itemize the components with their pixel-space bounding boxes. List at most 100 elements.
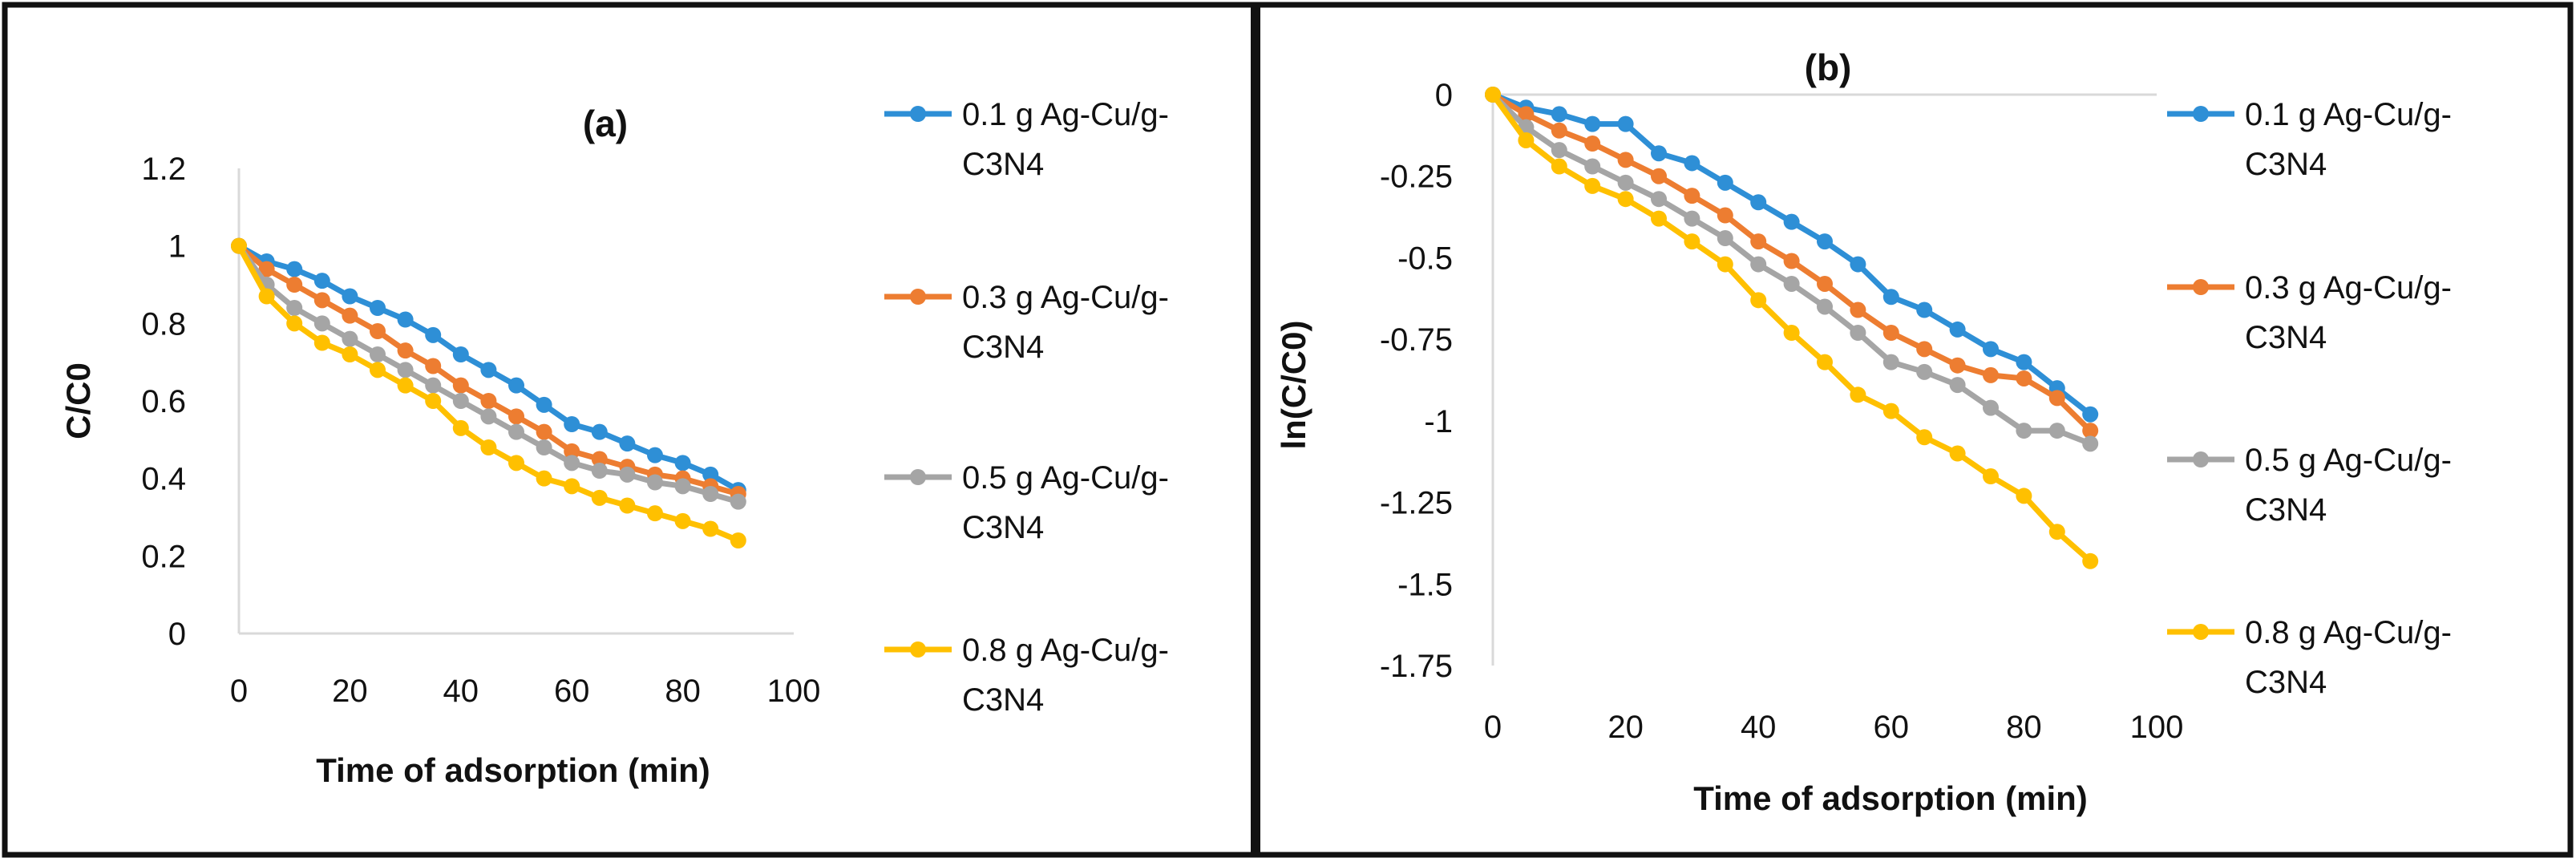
legend-label: 0.1 g Ag-Cu/g-: [2245, 97, 2452, 132]
data-point: [1717, 230, 1733, 247]
data-point: [591, 489, 608, 506]
x-tick-label: 20: [1607, 710, 1644, 745]
data-point: [2016, 423, 2032, 439]
data-point: [619, 466, 636, 483]
series-group-a: [231, 237, 746, 548]
data-point: [1983, 366, 1999, 383]
y-tick-label: 0.8: [141, 306, 186, 342]
data-point: [1750, 256, 1767, 273]
x-tick-label: 60: [1874, 710, 1910, 745]
data-point: [231, 237, 247, 254]
data-point: [342, 307, 358, 324]
data-point: [619, 497, 636, 514]
y-tick-label: 1: [168, 229, 186, 265]
data-point: [674, 455, 691, 471]
data-point: [1817, 354, 1833, 370]
series-line-b-3: [1490, 92, 2092, 447]
legend-label-line2: C3N4: [2245, 665, 2327, 700]
data-point: [1584, 177, 1601, 194]
data-point: [1850, 256, 1866, 273]
data-point: [1518, 106, 1535, 123]
data-point: [564, 455, 580, 471]
x-tick-label: 40: [443, 674, 479, 709]
legend-label-line2: C3N4: [962, 682, 1044, 718]
data-point: [286, 315, 303, 332]
series-group-b: [1485, 87, 2099, 569]
x-tick-label: 40: [1741, 710, 1777, 745]
data-point: [425, 377, 442, 394]
data-point: [480, 408, 497, 425]
data-point: [1983, 399, 1999, 416]
data-point: [1651, 145, 1667, 162]
data-point: [1882, 289, 1899, 306]
x-tick-label: 0: [1484, 710, 1502, 745]
data-point: [1817, 298, 1833, 315]
data-point: [1783, 213, 1800, 230]
legend-label: 0.3 g Ag-Cu/g-: [2245, 270, 2452, 306]
data-point: [647, 505, 663, 522]
data-point: [1949, 445, 1966, 462]
data-point: [452, 419, 469, 436]
y-tick-label: -0.75: [1380, 322, 1453, 358]
y-tick-label: 0.6: [141, 384, 186, 419]
x-tick-labels-b: 0 20 40 60 80 100: [1484, 710, 2184, 745]
data-point: [1684, 210, 1700, 227]
data-point: [1717, 256, 1733, 273]
data-point: [1817, 233, 1833, 250]
data-point: [1783, 325, 1800, 342]
data-point: [258, 261, 275, 277]
x-tick-labels-a: 0 20 40 60 80 100: [230, 674, 821, 709]
legend-marker: [2193, 624, 2209, 640]
data-point: [536, 470, 552, 487]
y-tick-label: 0.2: [141, 539, 186, 574]
data-point: [508, 455, 524, 471]
legend-marker: [910, 641, 926, 658]
data-point: [564, 416, 580, 432]
data-point: [2082, 406, 2099, 423]
panel-label-b: (b): [1805, 47, 1852, 88]
data-point: [508, 408, 524, 425]
legend-label: 0.3 g Ag-Cu/g-: [962, 280, 1169, 315]
data-point: [1584, 115, 1601, 132]
data-point: [1783, 253, 1800, 269]
x-tick-label: 20: [332, 674, 368, 709]
data-point: [1983, 341, 1999, 358]
legend-label-line2: C3N4: [2245, 147, 2327, 182]
data-point: [1551, 142, 1567, 159]
y-tick-label: -1.75: [1380, 649, 1453, 684]
y-axis-title-a: C/C0: [59, 362, 97, 439]
data-point: [313, 273, 330, 289]
data-point: [1916, 341, 1933, 358]
data-point: [2048, 390, 2065, 407]
data-point: [730, 493, 746, 510]
data-point: [2082, 552, 2099, 569]
x-tick-label: 80: [2006, 710, 2042, 745]
chart-panel-a: (a) 0 0.2 0.4 0.6 0.8 1 1.2 0 20 40 60 80 100 Time …: [59, 97, 1169, 789]
y-tick-label: -0.25: [1380, 160, 1453, 195]
legend-label-line2: C3N4: [962, 147, 1044, 182]
data-point: [370, 300, 386, 316]
data-point: [286, 261, 303, 277]
x-tick-label: 80: [665, 674, 701, 709]
data-point: [480, 362, 497, 378]
data-point: [1684, 188, 1700, 204]
data-point: [674, 478, 691, 495]
data-point: [1617, 174, 1634, 191]
data-point: [1817, 275, 1833, 292]
data-point: [564, 443, 580, 459]
legend-marker: [2193, 106, 2209, 122]
data-point: [480, 439, 497, 455]
data-point: [1651, 210, 1667, 227]
data-point: [480, 393, 497, 409]
panel-label-a: (a): [583, 103, 628, 144]
data-point: [1850, 386, 1866, 403]
data-point: [397, 377, 414, 394]
y-axis-title-b: ln(C/C0): [1275, 321, 1312, 450]
data-point: [1882, 403, 1899, 419]
data-point: [452, 346, 469, 362]
data-point: [425, 393, 442, 409]
data-point: [564, 478, 580, 495]
y-tick-labels-a: 0 0.2 0.4 0.6 0.8 1 1.2: [141, 152, 186, 652]
data-point: [1949, 321, 1966, 338]
data-point: [730, 532, 746, 548]
